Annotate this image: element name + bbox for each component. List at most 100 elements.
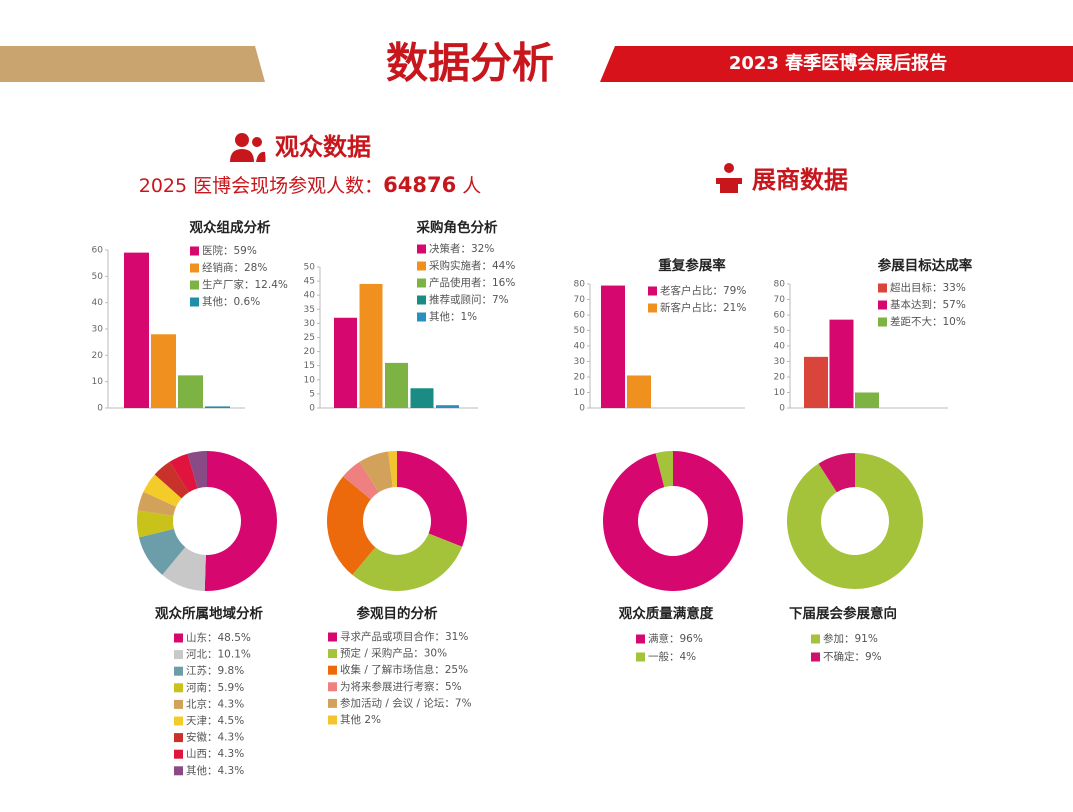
- legend-label: 其他：1%: [429, 310, 477, 323]
- legend-swatch: [174, 699, 183, 709]
- legend-swatch: [417, 244, 426, 254]
- bar: [855, 392, 879, 408]
- legend-swatch: [328, 715, 337, 725]
- legend-label: 采购实施者：44%: [429, 259, 515, 272]
- y-tick-label: 20: [574, 373, 586, 383]
- legend-swatch: [328, 649, 337, 659]
- legend-swatch: [811, 652, 820, 662]
- y-tick-label: 50: [304, 263, 316, 273]
- y-tick-label: 70: [574, 295, 586, 305]
- legend-swatch: [174, 749, 183, 759]
- legend-swatch: [190, 263, 199, 273]
- legend-label: 决策者：32%: [429, 242, 494, 255]
- legend-label: 新客户占比：21%: [660, 301, 746, 314]
- legend-swatch: [811, 634, 820, 644]
- legend-swatch: [174, 716, 183, 726]
- visitors-line: 2025 医博会现场参观人数：64876 人: [139, 173, 481, 197]
- chart-title: 观众质量满意度: [619, 605, 714, 622]
- legend-swatch: [878, 300, 887, 310]
- y-tick-label: 20: [92, 351, 104, 361]
- visitors-unit: 人: [462, 175, 481, 197]
- legend-label: 天津：4.5%: [186, 715, 244, 727]
- donut-slice: [154, 461, 189, 499]
- y-tick-label: 60: [574, 311, 586, 321]
- donut-slice: [388, 451, 397, 488]
- visitors-count: 64876: [383, 173, 456, 197]
- y-tick-label: 10: [774, 388, 786, 398]
- legend-swatch: [328, 698, 337, 708]
- legend-label: 超出目标：33%: [890, 281, 966, 294]
- donut-slice: [143, 474, 182, 507]
- bar: [151, 334, 176, 408]
- bar: [359, 283, 383, 408]
- header-band: [0, 46, 265, 82]
- donut-slice: [603, 451, 743, 591]
- bar: [829, 319, 854, 408]
- legend-swatch: [417, 312, 426, 322]
- legend-label: 北京：4.3%: [186, 697, 244, 710]
- audience-icon: [230, 133, 266, 162]
- legend-label: 不确定：9%: [823, 650, 882, 663]
- bar: [178, 375, 203, 408]
- legend-swatch: [174, 666, 183, 676]
- header-banner: [600, 46, 1073, 82]
- chart-title: 参展目标达成率: [878, 257, 973, 274]
- y-tick-label: 80: [574, 280, 586, 290]
- legend-swatch: [878, 317, 887, 327]
- legend-swatch: [328, 665, 337, 675]
- legend-swatch: [328, 632, 337, 642]
- y-tick-label: 40: [304, 291, 316, 301]
- legend-swatch: [174, 766, 183, 776]
- y-tick-label: 0: [779, 404, 785, 414]
- legend-label: 参加：91%: [823, 632, 878, 645]
- y-tick-label: 0: [579, 404, 585, 414]
- y-tick-label: 70: [774, 295, 786, 305]
- y-tick-label: 35: [304, 305, 315, 315]
- y-tick-label: 25: [304, 333, 315, 343]
- y-tick-label: 0: [309, 404, 315, 414]
- legend-swatch: [636, 652, 645, 662]
- legend-label: 山东：48.5%: [186, 631, 251, 644]
- chart-title: 重复参展率: [658, 257, 726, 274]
- donut-slice: [137, 491, 177, 516]
- bar: [385, 362, 408, 408]
- visitors-label: 2025 医博会现场参观人数：: [139, 175, 383, 197]
- y-tick-label: 40: [92, 298, 104, 308]
- donut-slice: [818, 453, 855, 493]
- legend-swatch: [417, 261, 426, 271]
- chart-title: 采购角色分析: [417, 219, 498, 236]
- legend-label: 江苏：9.8%: [186, 664, 244, 677]
- legend-label: 产品使用者：16%: [429, 276, 515, 289]
- legend-swatch: [328, 682, 337, 692]
- legend-swatch: [648, 303, 657, 313]
- donut-slice: [352, 533, 463, 591]
- bar: [436, 405, 459, 408]
- legend-swatch: [636, 634, 645, 644]
- y-tick-label: 30: [304, 319, 316, 329]
- chart-title: 下届展会参展意向: [789, 605, 897, 622]
- donut-slice: [204, 451, 278, 591]
- chart-title: 参观目的分析: [357, 605, 438, 622]
- y-tick-label: 30: [92, 325, 104, 335]
- bar: [205, 406, 230, 408]
- legend-swatch: [417, 278, 426, 288]
- y-tick-label: 80: [774, 280, 786, 290]
- legend-swatch: [190, 246, 199, 256]
- donut-slice: [655, 451, 673, 488]
- legend-swatch: [878, 283, 887, 293]
- legend-swatch: [417, 295, 426, 305]
- legend-label: 河南：5.9%: [186, 681, 244, 694]
- legend-label: 安徽：4.3%: [186, 731, 244, 744]
- chart-title: 观众所属地域分析: [155, 605, 263, 622]
- legend-label: 其他：4.3%: [186, 764, 244, 777]
- legend-swatch: [174, 633, 183, 643]
- y-tick-label: 40: [574, 342, 586, 352]
- y-tick-label: 40: [774, 342, 786, 352]
- exhibitor-heading: 展商数据: [752, 166, 848, 194]
- legend-label: 满意：96%: [648, 632, 703, 645]
- audience-heading: 观众数据: [275, 133, 371, 161]
- y-tick-label: 10: [92, 377, 104, 387]
- y-tick-label: 10: [574, 388, 586, 398]
